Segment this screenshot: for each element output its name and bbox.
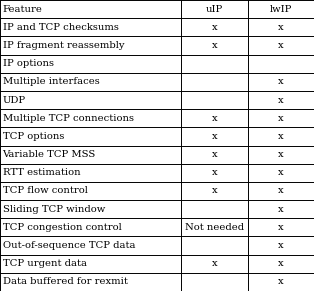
Bar <box>0 273 181 291</box>
Text: TCP congestion control: TCP congestion control <box>3 223 121 232</box>
Text: x: x <box>278 205 284 214</box>
Bar <box>181 73 248 91</box>
Bar <box>248 127 314 146</box>
Bar <box>181 182 248 200</box>
Bar <box>181 36 248 55</box>
Bar <box>0 146 181 164</box>
Text: Not needed: Not needed <box>185 223 244 232</box>
Bar <box>0 182 181 200</box>
Bar <box>248 146 314 164</box>
Bar <box>0 73 181 91</box>
Text: x: x <box>278 187 284 196</box>
Bar <box>181 91 248 109</box>
Text: TCP urgent data: TCP urgent data <box>3 259 87 268</box>
Bar <box>248 91 314 109</box>
Text: x: x <box>278 277 284 286</box>
Bar <box>0 91 181 109</box>
Text: x: x <box>212 23 217 32</box>
Bar <box>181 109 248 127</box>
Bar <box>0 36 181 55</box>
Bar <box>181 146 248 164</box>
Text: x: x <box>278 77 284 86</box>
Bar <box>181 255 248 273</box>
Text: uIP: uIP <box>206 5 223 14</box>
Text: Multiple TCP connections: Multiple TCP connections <box>3 114 133 123</box>
Text: lwIP: lwIP <box>270 5 292 14</box>
Text: x: x <box>212 150 217 159</box>
Bar <box>181 18 248 36</box>
Bar <box>181 218 248 236</box>
Bar <box>0 18 181 36</box>
Text: x: x <box>278 241 284 250</box>
Bar <box>181 164 248 182</box>
Bar <box>181 273 248 291</box>
Text: x: x <box>278 114 284 123</box>
Bar <box>0 164 181 182</box>
Bar <box>181 0 248 18</box>
Text: Data buffered for rexmit: Data buffered for rexmit <box>3 277 127 286</box>
Bar <box>0 255 181 273</box>
Text: Multiple interfaces: Multiple interfaces <box>3 77 99 86</box>
Bar <box>0 236 181 255</box>
Text: x: x <box>212 132 217 141</box>
Text: x: x <box>212 259 217 268</box>
Text: x: x <box>278 95 284 104</box>
Text: x: x <box>278 259 284 268</box>
Bar <box>248 55 314 73</box>
Bar <box>0 200 181 218</box>
Bar <box>248 73 314 91</box>
Bar <box>248 36 314 55</box>
Text: TCP options: TCP options <box>3 132 64 141</box>
Text: x: x <box>212 187 217 196</box>
Bar <box>0 109 181 127</box>
Text: x: x <box>278 132 284 141</box>
Bar <box>248 236 314 255</box>
Text: RTT estimation: RTT estimation <box>3 168 80 177</box>
Text: x: x <box>278 41 284 50</box>
Text: IP and TCP checksums: IP and TCP checksums <box>3 23 118 32</box>
Text: x: x <box>212 41 217 50</box>
Bar <box>181 127 248 146</box>
Bar <box>248 109 314 127</box>
Bar <box>0 0 181 18</box>
Text: TCP flow control: TCP flow control <box>3 187 87 196</box>
Bar <box>248 255 314 273</box>
Bar <box>248 182 314 200</box>
Text: Variable TCP MSS: Variable TCP MSS <box>3 150 96 159</box>
Bar <box>248 0 314 18</box>
Bar <box>181 236 248 255</box>
Bar <box>181 55 248 73</box>
Text: x: x <box>278 223 284 232</box>
Bar <box>0 127 181 146</box>
Text: IP fragment reassembly: IP fragment reassembly <box>3 41 124 50</box>
Text: Sliding TCP window: Sliding TCP window <box>3 205 105 214</box>
Bar <box>248 218 314 236</box>
Bar <box>248 164 314 182</box>
Bar <box>248 18 314 36</box>
Text: x: x <box>278 23 284 32</box>
Text: UDP: UDP <box>3 95 26 104</box>
Text: x: x <box>278 150 284 159</box>
Text: Out-of-sequence TCP data: Out-of-sequence TCP data <box>3 241 135 250</box>
Text: IP options: IP options <box>3 59 53 68</box>
Bar <box>181 200 248 218</box>
Bar <box>0 55 181 73</box>
Text: x: x <box>212 168 217 177</box>
Bar <box>248 200 314 218</box>
Bar <box>248 273 314 291</box>
Text: x: x <box>212 114 217 123</box>
Text: x: x <box>278 168 284 177</box>
Bar <box>0 218 181 236</box>
Text: Feature: Feature <box>3 5 42 14</box>
